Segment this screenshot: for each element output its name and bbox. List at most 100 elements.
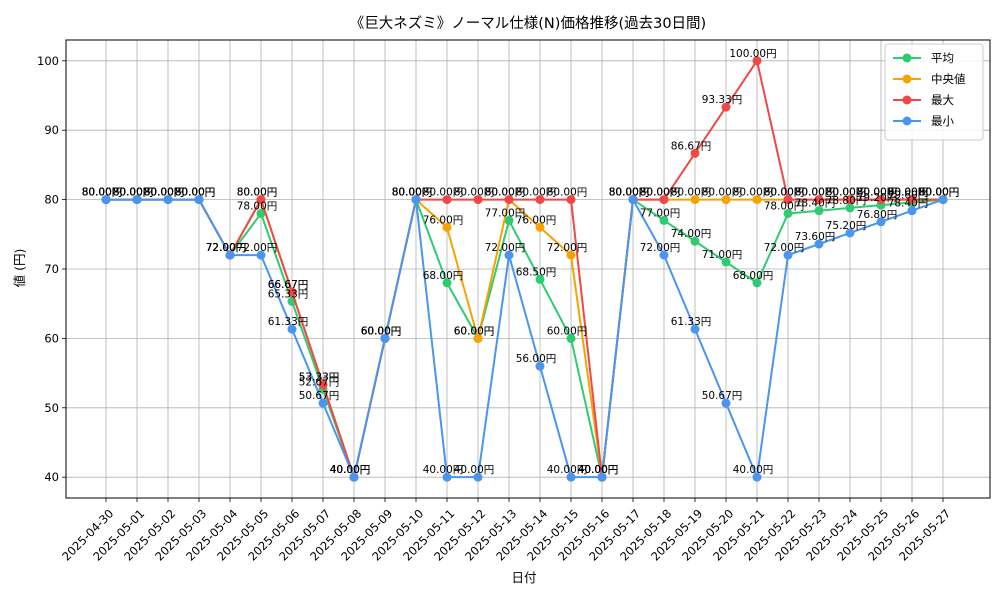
data-label: 40.00円 — [330, 464, 371, 476]
data-label: 77.00円 — [640, 207, 681, 219]
data-label: 72.00円 — [640, 242, 681, 254]
data-label: 80.00円 — [516, 187, 557, 199]
legend-marker — [902, 74, 912, 84]
data-point — [504, 195, 514, 205]
data-label: 80.00円 — [392, 187, 433, 199]
data-label: 60.00円 — [361, 325, 402, 337]
data-label: 50.67円 — [299, 390, 340, 402]
data-label: 68.00円 — [423, 270, 464, 282]
legend-marker — [902, 116, 912, 126]
data-label: 80.00円 — [485, 187, 526, 199]
data-label: 80.00円 — [175, 187, 216, 199]
data-label: 80.00円 — [82, 187, 123, 199]
data-point — [721, 257, 731, 267]
data-label: 60.00円 — [361, 325, 402, 337]
data-point — [814, 206, 824, 216]
data-label: 80.00円 — [82, 187, 123, 199]
y-tick-label: 80 — [44, 193, 59, 207]
data-label: 72.00円 — [206, 242, 247, 254]
data-label: 80.00円 — [888, 187, 929, 199]
data-label: 80.00円 — [919, 187, 960, 199]
data-label: 40.00円 — [454, 464, 495, 476]
data-point — [845, 203, 855, 213]
legend-label: 中央値 — [931, 72, 966, 86]
data-point — [318, 380, 328, 390]
data-point — [628, 195, 638, 205]
data-point — [380, 333, 390, 343]
data-point — [442, 472, 452, 482]
data-label: 80.00円 — [795, 187, 836, 199]
data-label: 53.33円 — [299, 372, 340, 384]
data-point — [225, 250, 235, 260]
data-label: 80.00円 — [113, 187, 154, 199]
data-label: 40.00円 — [330, 464, 371, 476]
data-label: 60.00円 — [361, 325, 402, 337]
data-label: 72.00円 — [206, 242, 247, 254]
data-point — [566, 195, 576, 205]
data-labels: 80.00円80.00円80.00円80.00円72.00円78.00円65.3… — [82, 48, 960, 476]
series-layer — [101, 56, 948, 482]
data-point — [690, 236, 700, 246]
data-point — [814, 195, 824, 205]
data-label: 60.00円 — [454, 325, 495, 337]
chart-title: 《巨大ネズミ》ノーマル仕様(N)価格推移(過去30日間) — [350, 15, 706, 32]
data-label: 52.67円 — [299, 376, 340, 388]
data-label: 74.00円 — [671, 228, 712, 240]
legend-label: 最小 — [931, 114, 954, 128]
data-label: 78.00円 — [237, 200, 278, 212]
data-label: 40.00円 — [578, 464, 619, 476]
data-label: 80.00円 — [640, 187, 681, 199]
data-label: 80.00円 — [454, 187, 495, 199]
data-point — [752, 278, 762, 288]
data-point — [597, 472, 607, 482]
data-point — [783, 195, 793, 205]
series-line — [106, 198, 944, 479]
data-label: 72.00円 — [764, 242, 805, 254]
data-label: 80.00円 — [237, 187, 278, 199]
grid — [66, 40, 990, 498]
data-point — [535, 195, 545, 205]
data-point — [101, 195, 111, 205]
data-label: 56.00円 — [516, 353, 557, 365]
data-label: 80.00円 — [640, 187, 681, 199]
data-label: 78.00円 — [764, 200, 805, 212]
data-point — [690, 324, 700, 334]
data-point — [845, 195, 855, 205]
data-label: 80.00円 — [144, 187, 185, 199]
data-label: 80.00円 — [609, 187, 650, 199]
data-label: 68.50円 — [516, 266, 557, 278]
data-label: 80.00円 — [919, 187, 960, 199]
data-point — [194, 195, 204, 205]
y-tick-label: 100 — [37, 54, 59, 68]
data-label: 80.00円 — [857, 187, 898, 199]
data-label: 78.80円 — [826, 195, 867, 207]
data-label: 80.00円 — [609, 187, 650, 199]
data-label: 65.33円 — [268, 288, 309, 300]
data-label: 80.00円 — [175, 187, 216, 199]
data-label: 40.00円 — [547, 464, 588, 476]
data-label: 80.00円 — [82, 187, 123, 199]
y-tick-label: 90 — [44, 123, 59, 137]
data-label: 40.00円 — [330, 464, 371, 476]
data-point — [659, 215, 669, 225]
data-label: 68.00円 — [733, 270, 774, 282]
data-point — [473, 472, 483, 482]
data-point — [721, 102, 731, 112]
data-point — [876, 217, 886, 227]
data-label: 80.00円 — [609, 187, 650, 199]
data-point — [566, 472, 576, 482]
data-label: 80.00円 — [144, 187, 185, 199]
data-label: 79.60円 — [888, 189, 929, 201]
data-point — [473, 195, 483, 205]
data-point — [721, 195, 731, 205]
data-point — [659, 195, 669, 205]
data-label: 66.67円 — [268, 279, 309, 291]
data-label: 72.00円 — [206, 242, 247, 254]
data-label: 80.00円 — [888, 187, 929, 199]
data-label: 76.00円 — [516, 214, 557, 226]
x-axis-title: 日付 — [511, 570, 536, 585]
data-label: 60.00円 — [361, 325, 402, 337]
data-label: 80.00円 — [764, 187, 805, 199]
